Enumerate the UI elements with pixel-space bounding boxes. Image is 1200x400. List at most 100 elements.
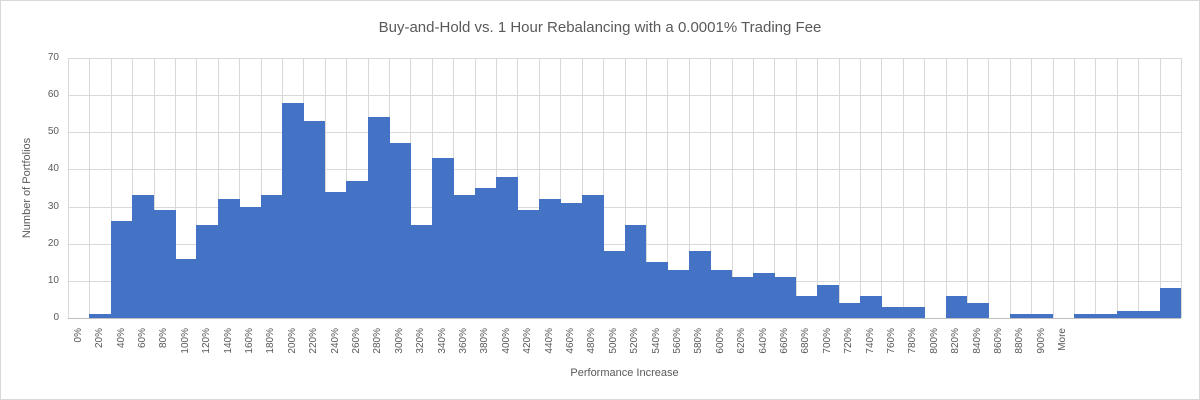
- x-gridline: [239, 58, 241, 318]
- x-gridline: [517, 58, 519, 318]
- histogram-bar: [1116, 310, 1139, 318]
- histogram-bar: [881, 306, 904, 318]
- chart-title: Buy-and-Hold vs. 1 Hour Rebalancing with…: [378, 19, 822, 36]
- x-gridline: [410, 58, 412, 318]
- x-gridline: [1095, 58, 1097, 318]
- histogram-bar: [795, 295, 818, 318]
- histogram-bar: [89, 314, 112, 318]
- histogram-bar: [217, 199, 240, 318]
- histogram-bar: [603, 251, 625, 318]
- x-gridline: [688, 58, 690, 318]
- histogram-bar: [538, 199, 561, 318]
- histogram-bar: [1031, 314, 1054, 318]
- histogram-bar: [324, 191, 347, 318]
- x-gridline: [924, 58, 926, 318]
- x-gridline: [1138, 58, 1140, 318]
- x-gridline: [752, 58, 754, 318]
- x-gridline: [1159, 58, 1161, 318]
- plot-area: [68, 58, 1182, 319]
- x-gridline: [945, 58, 947, 318]
- histogram-bar: [581, 195, 604, 318]
- x-gridline: [89, 58, 91, 318]
- histogram-bar: [1009, 314, 1032, 318]
- histogram-bar: [731, 277, 754, 318]
- x-gridline: [645, 58, 647, 318]
- histogram-bar: [153, 210, 176, 318]
- x-gridline: [795, 58, 797, 318]
- x-gridline: [1009, 58, 1011, 318]
- histogram-bar: [1138, 310, 1161, 318]
- histogram-bar: [110, 221, 133, 318]
- histogram-bar: [667, 269, 690, 318]
- x-gridline: [881, 58, 883, 318]
- x-gridline: [581, 58, 583, 318]
- x-gridline: [902, 58, 904, 318]
- x-gridline: [624, 58, 626, 318]
- histogram-bar: [645, 262, 668, 318]
- x-gridline: [1116, 58, 1118, 318]
- y-tick-label: 0: [53, 312, 59, 323]
- y-tick-label: 60: [47, 89, 59, 101]
- x-gridline: [324, 58, 326, 318]
- histogram-bar: [410, 225, 433, 318]
- y-tick-label: 30: [47, 200, 59, 212]
- histogram-bar: [560, 202, 583, 318]
- x-gridline: [132, 58, 134, 318]
- x-gridline: [110, 58, 112, 318]
- histogram-bar: [389, 143, 411, 318]
- x-gridline: [260, 58, 262, 318]
- y-tick-label: 10: [47, 274, 59, 286]
- histogram-bar: [260, 195, 283, 318]
- x-gridline: [774, 58, 776, 318]
- x-gridline: [1181, 58, 1182, 318]
- histogram-bar: [838, 303, 861, 318]
- x-gridline: [538, 58, 540, 318]
- y-tick-label: 50: [47, 126, 59, 138]
- histogram-bar: [752, 273, 775, 318]
- x-gridline: [68, 58, 69, 318]
- x-gridline: [453, 58, 455, 318]
- histogram-bar: [774, 277, 797, 318]
- y-axis-title: Number of Portfolios: [21, 137, 33, 239]
- histogram-bar: [303, 121, 326, 318]
- y-tick-label: 40: [47, 163, 59, 175]
- x-gridline: [1031, 58, 1033, 318]
- histogram-bar: [1095, 314, 1118, 318]
- x-gridline: [560, 58, 562, 318]
- x-gridline: [1052, 58, 1054, 318]
- histogram-bar: [431, 158, 454, 318]
- x-gridline: [603, 58, 605, 318]
- x-gridline: [859, 58, 861, 318]
- x-gridline: [817, 58, 819, 318]
- x-gridline: [710, 58, 712, 318]
- histogram-bar: [966, 303, 989, 318]
- x-gridline: [731, 58, 733, 318]
- x-gridline: [217, 58, 219, 318]
- histogram-bar: [239, 206, 262, 318]
- x-gridline: [988, 58, 990, 318]
- histogram-bar: [196, 225, 219, 318]
- histogram-bar: [859, 295, 882, 318]
- histogram-bar: [132, 195, 155, 318]
- x-gridline: [966, 58, 968, 318]
- histogram-bar: [945, 295, 968, 318]
- histogram-bar: [817, 284, 840, 318]
- histogram-bar: [282, 102, 304, 318]
- histogram-bar: [624, 225, 647, 318]
- x-axis-title: Performance Increase: [570, 367, 679, 379]
- x-gridline: [667, 58, 669, 318]
- x-gridline: [196, 58, 198, 318]
- y-tick-label: 20: [47, 237, 59, 249]
- x-gridline: [838, 58, 840, 318]
- histogram-bar: [175, 258, 197, 318]
- histogram-bar: [1073, 314, 1096, 318]
- x-gridline: [153, 58, 155, 318]
- histogram-bar: [1159, 288, 1182, 318]
- histogram-bar: [688, 251, 711, 318]
- histogram-bar: [453, 195, 476, 318]
- histogram-bar: [517, 210, 540, 318]
- histogram-bar: [346, 180, 369, 318]
- x-axis-line: [68, 318, 1181, 319]
- histogram-bar: [496, 176, 518, 318]
